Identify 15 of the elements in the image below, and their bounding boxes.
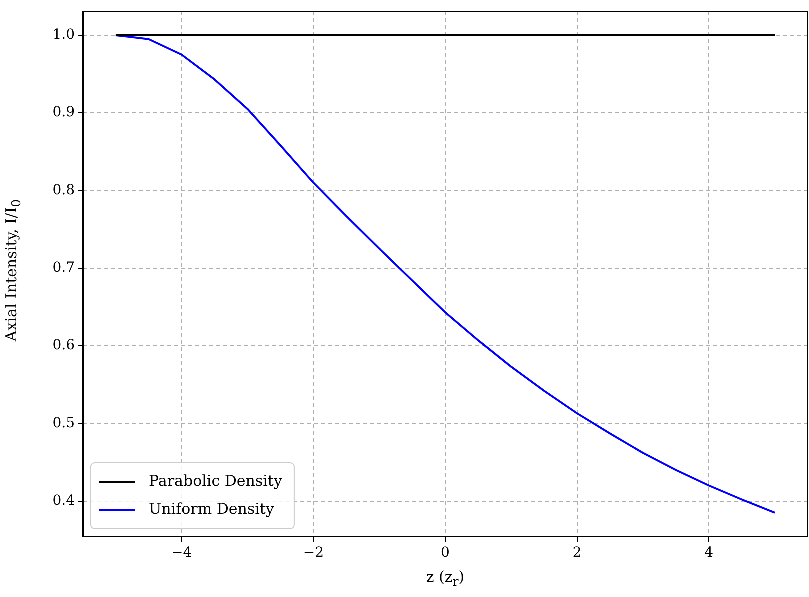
y-tick-label: 0.4 [52, 492, 76, 509]
legend-label: Parabolic Density [149, 472, 283, 490]
x-tick-label: 0 [441, 545, 450, 562]
x-tick-label: 4 [704, 545, 714, 562]
y-tick-label: 1.0 [52, 27, 75, 44]
y-tick-label: 0.5 [52, 415, 75, 432]
x-tick-label: −2 [303, 545, 324, 562]
x-tick-label: 2 [572, 545, 582, 562]
x-tick-label: −4 [172, 545, 192, 562]
y-tick-label: 0.9 [52, 104, 75, 121]
x-axis-title: z (z$_{r}$) [425, 568, 466, 589]
y-tick-label: 0.8 [52, 182, 75, 198]
y-tick-label: 0.7 [52, 260, 75, 276]
y-tick-label: 0.6 [52, 338, 76, 354]
legend-label: Uniform Density [149, 500, 275, 518]
